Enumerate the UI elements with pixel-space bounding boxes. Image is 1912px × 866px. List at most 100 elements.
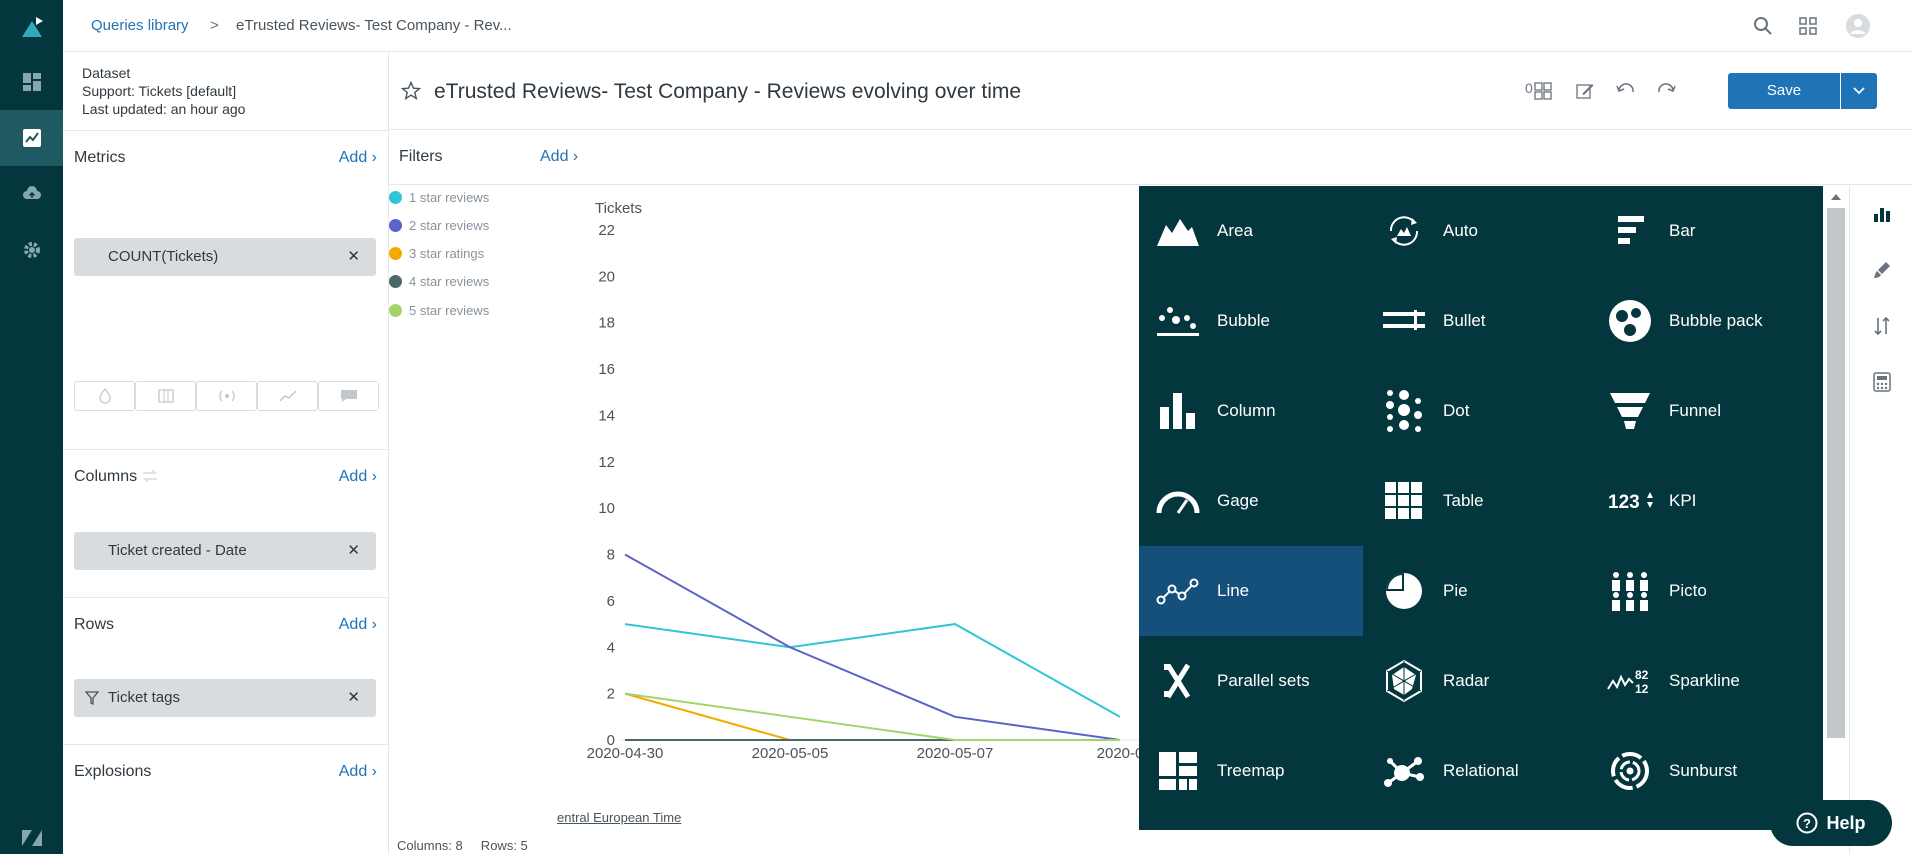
metric-pill-label: COUNT(Tickets)	[108, 248, 219, 265]
layout-grid-icon[interactable]	[1534, 81, 1552, 106]
help-button[interactable]: ? Help	[1770, 800, 1892, 846]
legend-item[interactable]: 4 star reviews	[389, 274, 489, 289]
save-button[interactable]: Save	[1728, 73, 1840, 109]
chart-type-gage[interactable]: Gage	[1139, 456, 1363, 546]
chart-type-sparkline[interactable]: 82 12 Sparkline	[1591, 636, 1815, 726]
save-options-dropdown[interactable]	[1841, 73, 1877, 109]
nav-admin-gear-icon[interactable]	[0, 222, 63, 278]
chart-type-column[interactable]: Column	[1139, 366, 1363, 456]
chart-trend-icon[interactable]	[257, 381, 318, 411]
columns-section: Columns Add › Ticket created - Date ✕	[63, 449, 389, 597]
row-pill[interactable]: Ticket tags ✕	[74, 679, 376, 717]
chart-type-radar[interactable]: Radar	[1365, 636, 1589, 726]
remove-column-icon[interactable]: ✕	[347, 542, 360, 559]
chart-type-dot[interactable]: Dot	[1365, 366, 1589, 456]
filters-add-button[interactable]: Add ›	[540, 148, 579, 165]
chart-type-scrollbar[interactable]	[1823, 186, 1849, 830]
chart-type-funnel[interactable]: Funnel	[1591, 366, 1815, 456]
swap-icon[interactable]	[141, 468, 159, 489]
remove-row-icon[interactable]: ✕	[347, 689, 360, 706]
result-manipulation-icon[interactable]	[135, 381, 196, 411]
legend-swatch	[389, 247, 402, 260]
line-icon	[1155, 568, 1201, 614]
rows-add-button[interactable]: Add ›	[338, 616, 377, 633]
search-icon[interactable]	[1749, 12, 1777, 40]
nav-dashboards-icon[interactable]	[0, 54, 63, 110]
chart-type-sunburst[interactable]: Sunburst	[1591, 726, 1815, 816]
legend-label: 3 star ratings	[409, 246, 485, 261]
redo-icon[interactable]	[1656, 82, 1676, 105]
global-nav	[0, 0, 63, 854]
metrics-add-button[interactable]: Add ›	[338, 149, 377, 166]
x-tick-label: 2020-05-05	[752, 745, 829, 762]
nav-queries-icon[interactable]	[0, 110, 63, 166]
chart-type-parallel-sets[interactable]: Parallel sets	[1139, 636, 1363, 726]
user-avatar-icon[interactable]	[1844, 12, 1872, 40]
undo-icon[interactable]	[1616, 82, 1636, 105]
timezone-link[interactable]: entral European Time	[557, 810, 682, 825]
y-tick-label: 14	[598, 407, 615, 424]
filter-funnel-icon[interactable]	[84, 691, 100, 709]
svg-text:?: ?	[1804, 816, 1812, 831]
dataset-name[interactable]: Support: Tickets [default]	[82, 83, 237, 99]
zendesk-logo-icon[interactable]	[0, 810, 63, 866]
explosions-add-button[interactable]: Add ›	[338, 763, 377, 780]
chart-type-line[interactable]: Line	[1139, 546, 1363, 636]
chart-type-area[interactable]: Area	[1139, 186, 1363, 276]
chart-type-label: Column	[1217, 401, 1276, 420]
calculations-icon[interactable]	[1850, 354, 1912, 410]
comment-icon[interactable]	[318, 381, 379, 411]
series-line	[624, 692, 1120, 741]
dataset-label: Dataset	[82, 65, 131, 81]
right-rail	[1849, 186, 1912, 854]
scrollbar-thumb[interactable]	[1827, 208, 1845, 738]
chart-type-label: Funnel	[1669, 401, 1721, 420]
legend-item[interactable]: 5 star reviews	[389, 303, 489, 318]
chart-type-kpi[interactable]: 123 KPI	[1591, 456, 1815, 546]
bar-icon	[1607, 208, 1653, 254]
chart-type-pie[interactable]: Pie	[1365, 546, 1589, 636]
chart-type-picto[interactable]: Picto	[1591, 546, 1815, 636]
drop-icon[interactable]	[74, 381, 135, 411]
legend-item[interactable]: 2 star reviews	[389, 218, 489, 233]
remove-metric-icon[interactable]: ✕	[347, 248, 360, 265]
zendesk-explore-logo[interactable]	[0, 0, 63, 56]
top-bar: Queries library > eTrusted Reviews- Test…	[63, 0, 1912, 52]
svg-text:82: 82	[1635, 668, 1649, 682]
series-line	[624, 553, 1121, 741]
chart-type-auto[interactable]: Auto	[1365, 186, 1589, 276]
chart-type-bar[interactable]: Bar	[1591, 186, 1815, 276]
columns-add-button[interactable]: Add ›	[338, 468, 377, 485]
broadcast-icon[interactable]	[196, 381, 257, 411]
column-pill[interactable]: Ticket created - Date ✕	[74, 532, 376, 570]
metric-pill[interactable]: COUNT(Tickets) ✕	[74, 238, 376, 276]
x-tick-label: 2020-0	[1097, 745, 1140, 762]
nav-datasets-icon[interactable]	[0, 166, 63, 222]
explosions-title: Explosions	[74, 763, 152, 780]
series-line	[624, 623, 1121, 718]
chart-type-label: Bar	[1669, 221, 1696, 240]
chart-type-relational[interactable]: Relational	[1365, 726, 1589, 816]
chart-type-bubble-pack[interactable]: Bubble pack	[1591, 276, 1815, 366]
chart-type-label: Line	[1217, 581, 1250, 600]
chart-type-label: Parallel sets	[1217, 671, 1310, 690]
chart-type-bubble[interactable]: Bubble	[1139, 276, 1363, 366]
chart-configuration-brush-icon[interactable]	[1850, 242, 1912, 298]
apps-grid-icon[interactable]	[1794, 12, 1822, 40]
metrics-section: Metrics Add › COUNT(Tickets) ✕	[63, 130, 389, 490]
legend-item[interactable]: 3 star ratings	[389, 246, 484, 261]
chart-type-bullet[interactable]: Bullet	[1365, 276, 1589, 366]
chart-type-table[interactable]: Table	[1365, 456, 1589, 546]
chart-type-treemap[interactable]: Treemap	[1139, 726, 1363, 816]
chart-type-label: Pie	[1443, 581, 1468, 600]
query-title[interactable]: eTrusted Reviews- Test Company - Reviews…	[434, 80, 1022, 103]
sort-icon[interactable]	[1850, 298, 1912, 354]
legend-swatch	[389, 219, 402, 232]
visualization-type-icon[interactable]	[1850, 186, 1912, 242]
edit-pencil-icon[interactable]	[1575, 81, 1595, 106]
legend-item[interactable]: 1 star reviews	[389, 190, 489, 205]
breadcrumb-queries-library[interactable]: Queries library	[91, 17, 189, 34]
dataset-updated: Last updated: an hour ago	[82, 101, 246, 117]
favorite-star-icon[interactable]	[400, 80, 422, 106]
gage-icon	[1155, 478, 1201, 524]
